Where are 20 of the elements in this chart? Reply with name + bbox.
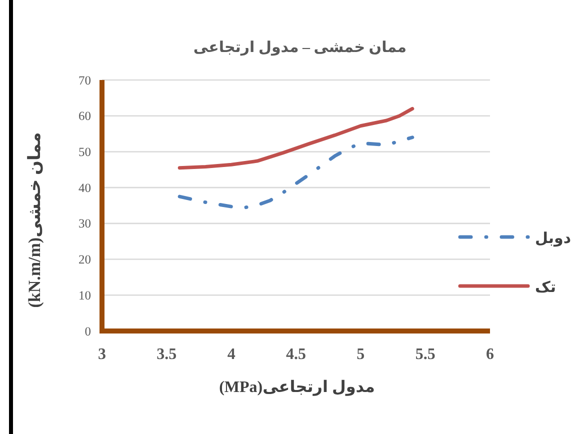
x-tick-label: 4.5 bbox=[286, 346, 306, 363]
y-tick-label: 0 bbox=[84, 324, 91, 338]
y-tick-label: 40 bbox=[78, 180, 91, 195]
y-axis-title: ممان خمشی(kN.m/m) bbox=[25, 132, 44, 308]
x-tick-label: 3.5 bbox=[156, 346, 177, 363]
y-tick-label: 20 bbox=[78, 252, 91, 267]
x-tick-label: 3 bbox=[98, 346, 106, 363]
legend-label: دوبل bbox=[535, 231, 572, 247]
x-axis-title: مدول ارتجاعی(MPa) bbox=[219, 379, 375, 396]
x-tick-label: 6 bbox=[486, 346, 494, 363]
y-tick-label: 30 bbox=[78, 216, 91, 231]
legend-label: تک bbox=[535, 280, 556, 296]
x-tick-label: 5 bbox=[356, 346, 365, 363]
y-tick-label: 60 bbox=[78, 109, 91, 124]
y-tick-label: 70 bbox=[78, 73, 91, 88]
x-tick-label: 5.5 bbox=[415, 346, 436, 363]
y-tick-label: 50 bbox=[78, 145, 91, 160]
chart-title: ممان خمشی – مدول ارتجاعی bbox=[193, 40, 407, 56]
y-tick-label: 10 bbox=[78, 288, 91, 302]
x-tick-label: 4 bbox=[227, 346, 236, 363]
